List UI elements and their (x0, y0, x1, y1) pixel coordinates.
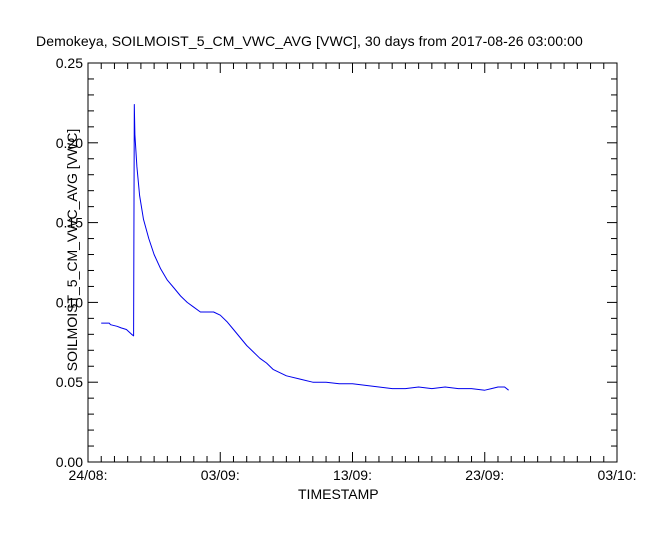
y-tick-label: 0.05 (56, 374, 83, 390)
y-tick-label: 0.10 (56, 294, 83, 310)
series-group (101, 104, 509, 391)
y-tick-label: 0.00 (56, 454, 83, 470)
y-tick-label: 0.15 (56, 215, 83, 231)
y-tick-label: 0.20 (56, 135, 83, 151)
x-axis-label: TIMESTAMP (298, 486, 379, 502)
x-tick-label: 24/08: (69, 467, 108, 483)
x-tick-label: 13/09: (333, 467, 372, 483)
axis-ticks (87, 62, 618, 463)
plot-area (87, 62, 618, 463)
series-line (101, 104, 509, 391)
y-axis-label: SOILMOIST_5_CM_VWC_AVG [VWC] (64, 128, 80, 372)
x-tick-label: 23/09: (465, 467, 504, 483)
x-tick-label: 03/09: (201, 467, 240, 483)
chart-title: Demokeya, SOILMOIST_5_CM_VWC_AVG [VWC], … (36, 33, 583, 49)
x-tick-label: 03/10: (598, 467, 637, 483)
y-tick-label: 0.25 (56, 55, 83, 71)
axis-tick-labels: 24/08: 03/09: 13/09: 23/09: 03/10: 0.00 0.05 0.… (56, 55, 637, 483)
